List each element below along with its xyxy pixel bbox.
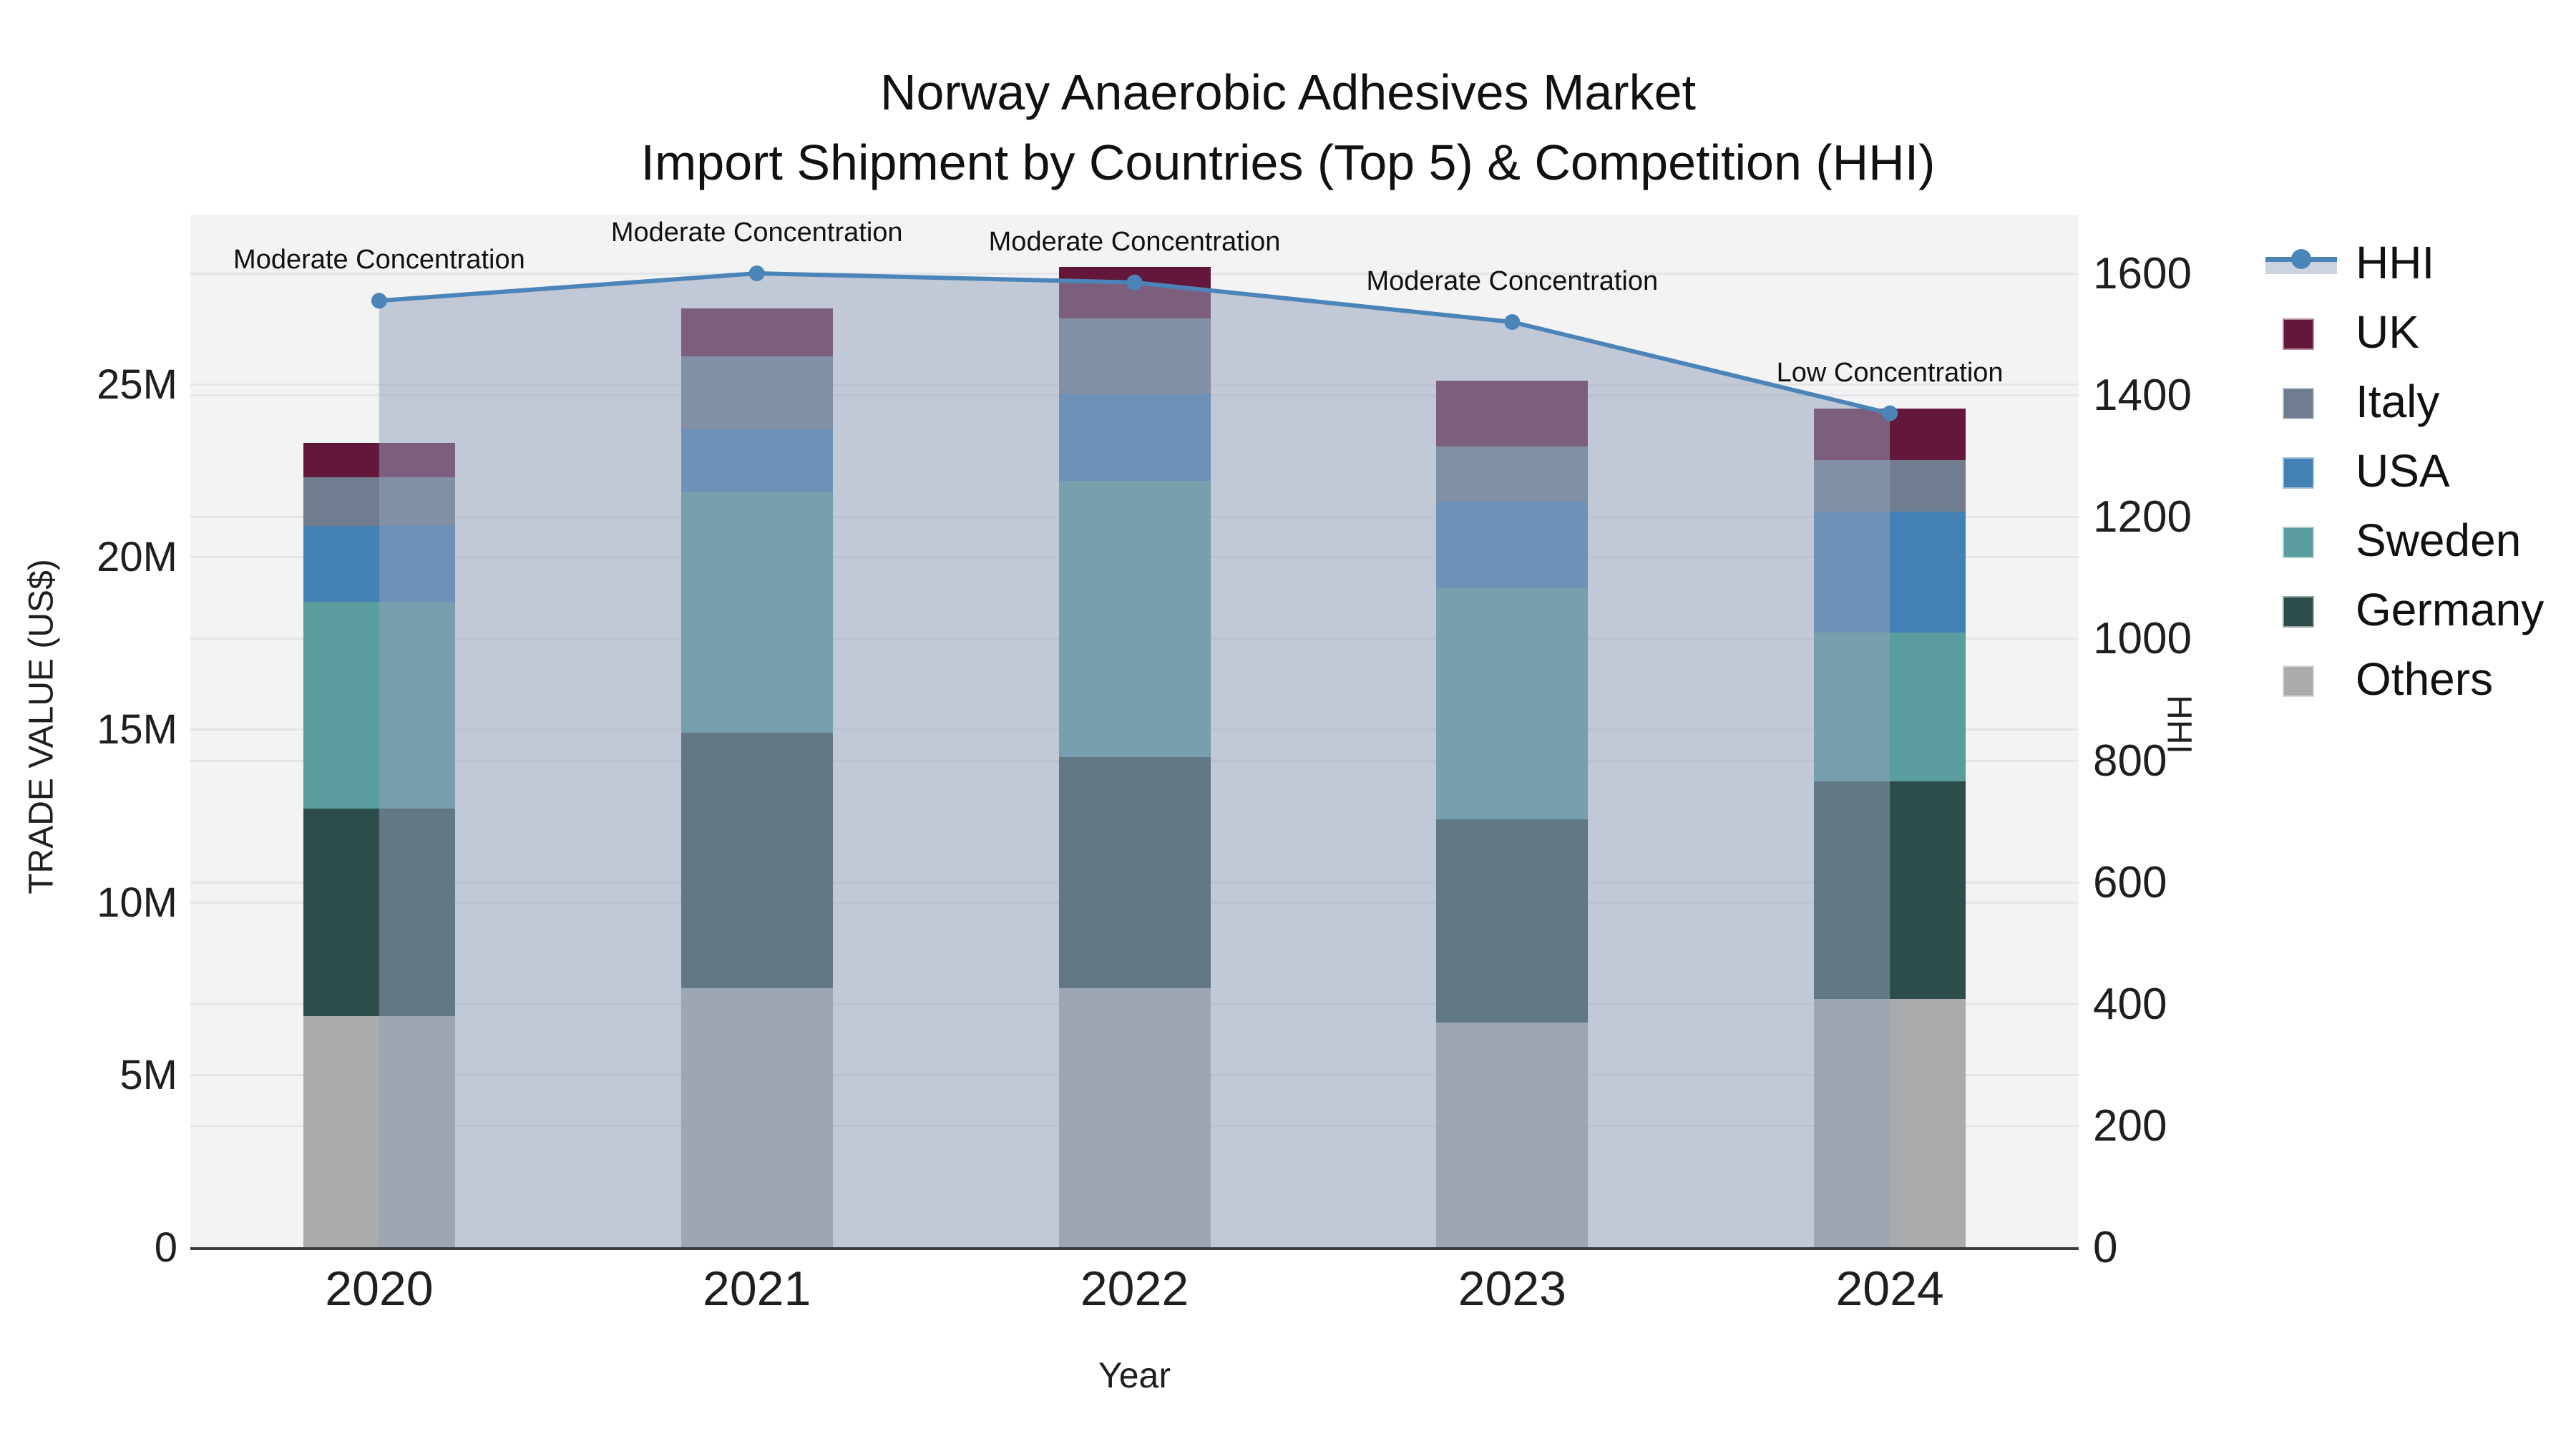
legend-item-italy[interactable]: Italy [2261,366,2569,436]
legend-swatch-usa-icon [2261,449,2346,492]
y-right-tick-400: 400 [2093,979,2167,1029]
color-swatch-icon [2283,457,2314,489]
y-right-tick-1600: 1600 [2093,249,2192,298]
chart-title-line1: Norway Anaerobic Adhesives Market [880,64,1696,120]
legend-swatch-others-icon [2261,658,2346,701]
annotation-2020: Moderate Concentration [233,245,525,275]
annotation-2021: Moderate Concentration [610,218,903,248]
y-right-tick-1400: 1400 [2093,371,2192,421]
legend-item-others[interactable]: Others [2261,644,2569,713]
x-tick-2020: 2020 [325,1262,434,1316]
y-right-tick-1200: 1200 [2093,492,2192,542]
legend-item-germany[interactable]: Germany [2261,575,2569,644]
hhi-marker-2024[interactable] [1882,405,1898,421]
y-right-tick-0: 0 [2093,1223,2118,1272]
legend-swatch-germany-icon [2261,588,2346,631]
legend-item-hhi[interactable]: HHI [2261,228,2569,297]
y-right-tick-600: 600 [2093,857,2167,907]
annotation-2023: Moderate Concentration [1366,266,1659,297]
legend: HHI UK Italy USA Sweden Germany Others [2261,228,2569,713]
y-right-tick-800: 800 [2093,736,2167,786]
y-left-tick-10M: 10M [97,879,177,926]
legend-label-usa: USA [2356,444,2450,497]
chart-title: Norway Anaerobic Adhesives Market Import… [0,57,2576,197]
legend-label-hhi: HHI [2356,236,2435,288]
legend-item-uk[interactable]: UK [2261,297,2569,366]
legend-label-others: Others [2356,653,2494,705]
x-axis-title: Year [1098,1355,1171,1395]
legend-label-uk: UK [2356,306,2419,358]
color-swatch-icon [2283,595,2314,628]
legend-swatch-italy-icon [2261,380,2346,423]
legend-item-usa[interactable]: USA [2261,436,2569,505]
x-tick-2021: 2021 [703,1262,811,1316]
chart-title-line2: Import Shipment by Countries (Top 5) & C… [640,135,1936,190]
hhi-marker-2021[interactable] [748,265,765,281]
annotation-2022: Moderate Concentration [988,226,1281,257]
x-axis-line [190,1247,2079,1250]
y-axis-left-title: TRADE VALUE (US$) [22,559,61,894]
y-left-tick-0: 0 [154,1224,177,1271]
legend-label-sweden: Sweden [2356,514,2522,566]
hhi-area-fill [379,273,1890,1247]
x-tick-2024: 2024 [1835,1262,1944,1316]
color-swatch-icon [2283,665,2314,697]
legend-swatch-uk-icon [2261,311,2346,353]
hhi-line-layer [371,265,1898,1247]
hhi-marker-2020[interactable] [371,293,387,309]
color-swatch-icon [2283,387,2314,419]
y-left-tick-20M: 20M [97,534,177,581]
hhi-marker-2023[interactable] [1504,314,1521,331]
x-tick-2023: 2023 [1458,1262,1566,1316]
y-right-tick-1000: 1000 [2093,614,2192,664]
hhi-marker-swatch [2291,248,2311,269]
y-left-tick-5M: 5M [119,1051,177,1098]
hhi-marker-2022[interactable] [1126,274,1143,291]
legend-label-germany: Germany [2356,583,2545,635]
annotation-2024: Low Concentration [1776,357,2004,388]
color-swatch-icon [2283,318,2314,350]
legend-label-italy: Italy [2356,375,2440,427]
hhi-legend-swatch-icon [2261,241,2346,284]
y-right-tick-200: 200 [2093,1101,2167,1151]
y-left-tick-25M: 25M [97,361,177,408]
y-axis-right-title: HHI [2160,695,2198,754]
x-tick-2022: 2022 [1080,1262,1189,1316]
legend-item-sweden[interactable]: Sweden [2261,505,2569,575]
color-swatch-icon [2283,526,2314,558]
y-left-tick-15M: 15M [97,706,177,753]
legend-swatch-sweden-icon [2261,519,2346,562]
